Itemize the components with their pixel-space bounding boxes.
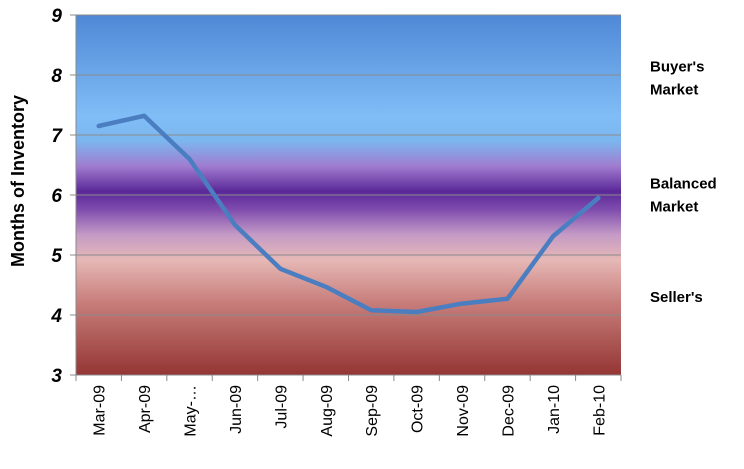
x-tick-label: Dec-09 (500, 385, 517, 437)
zone-label: Market (650, 82, 698, 99)
x-tick-label: Jan-10 (546, 385, 563, 434)
x-tick-label: Sep-09 (364, 385, 381, 437)
x-tick-label: Apr-09 (137, 385, 154, 433)
zone-label: Seller's (650, 289, 703, 306)
y-tick-label: 8 (51, 66, 62, 87)
zone-label: Market (650, 199, 698, 216)
x-tick-label: Nov-09 (455, 385, 472, 437)
y-tick-label: 9 (51, 6, 62, 27)
x-tick-label: Jul-09 (273, 385, 290, 429)
y-tick-labels: 3 4 5 6 7 8 9 (50, 6, 63, 387)
x-tick-labels: Mar-09 Apr-09 May-… Jun-09 Jul-09 Aug-09 Sep-0… (92, 385, 609, 437)
zone-label: Balanced (650, 176, 717, 193)
y-tick-label: 7 (51, 126, 63, 147)
y-axis-label: Months of Inventory (8, 95, 28, 267)
y-tick-label: 5 (51, 246, 62, 267)
x-tick-label: Feb-10 (591, 385, 608, 436)
market-zone-labels: Buyer's Market Balanced Market Seller's (650, 59, 717, 307)
x-tick-label: May-… (183, 385, 200, 437)
zone-label: Buyer's (650, 59, 704, 76)
x-tick-label: Jun-09 (228, 385, 245, 434)
y-tick-label: 3 (51, 366, 62, 387)
y-tick-label: 4 (50, 306, 62, 327)
x-tick-label: Mar-09 (92, 385, 109, 436)
x-tick-label: Oct-09 (410, 385, 427, 433)
y-tick-label: 6 (51, 186, 62, 207)
x-tick-label: Aug-09 (319, 385, 336, 437)
